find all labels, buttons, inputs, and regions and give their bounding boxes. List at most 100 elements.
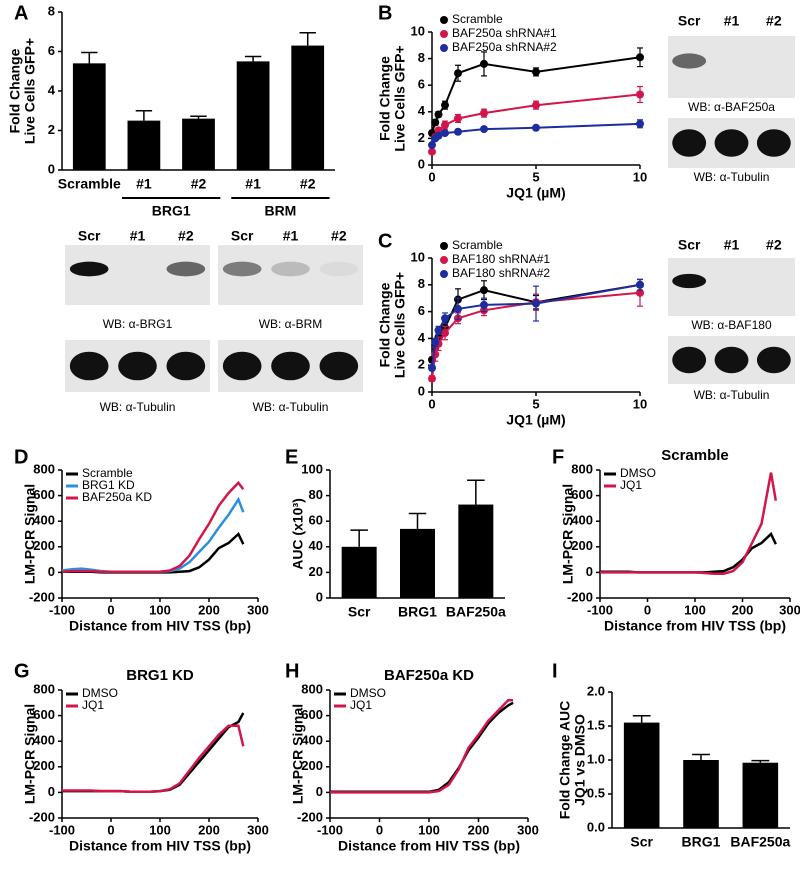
marker bbox=[532, 299, 540, 308]
blot-band bbox=[166, 261, 206, 277]
panel-label: D bbox=[14, 446, 28, 468]
blot-band bbox=[672, 129, 707, 157]
x-tick-label: #2 bbox=[300, 176, 316, 192]
y-axis-label: AUC (x10³) bbox=[290, 498, 306, 570]
x-tick-label: 0 bbox=[428, 169, 435, 184]
x-tick-label: 200 bbox=[468, 822, 490, 837]
y-tick-label: 80 bbox=[309, 487, 323, 502]
legend-label: JQ1 bbox=[82, 698, 104, 712]
blot-band bbox=[271, 261, 310, 277]
lane-label: Scr bbox=[78, 228, 101, 244]
y-tick-label: 60 bbox=[309, 513, 323, 528]
legend-label: Scramble bbox=[82, 466, 133, 480]
y-tick-label: 200 bbox=[33, 538, 55, 553]
x-axis-label: Distance from HIV TSS (bp) bbox=[69, 618, 251, 634]
blot-caption: WB: α-Tubulin bbox=[100, 400, 176, 414]
panel-label: H bbox=[285, 660, 299, 682]
y-tick-label: 0.0 bbox=[587, 819, 605, 834]
marker bbox=[428, 147, 436, 156]
x-tick-label: Scr bbox=[630, 834, 653, 850]
marker bbox=[532, 101, 540, 110]
lane-label: Scr bbox=[678, 13, 701, 29]
x-tick-label: 5 bbox=[532, 169, 539, 184]
legend-label: JQ1 bbox=[350, 698, 372, 712]
x-tick-label: Scramble bbox=[58, 176, 121, 192]
marker bbox=[636, 53, 644, 62]
bar bbox=[400, 528, 435, 598]
series-line bbox=[61, 480, 245, 574]
blot-band bbox=[672, 346, 707, 374]
blot-band bbox=[714, 129, 749, 157]
x-tick-label: -100 bbox=[49, 822, 75, 837]
blot-band bbox=[166, 351, 206, 381]
series-line bbox=[62, 531, 245, 574]
legend-label: Scramble bbox=[452, 12, 503, 26]
y-tick-label: 0 bbox=[418, 383, 425, 398]
blot-band bbox=[271, 351, 310, 381]
lane-label: #1 bbox=[130, 228, 146, 244]
legend-label: DMSO bbox=[350, 686, 386, 700]
y-tick-label: 1.0 bbox=[587, 751, 605, 766]
blot-band bbox=[672, 273, 707, 289]
legend-marker bbox=[440, 256, 448, 264]
x-tick-label: 0 bbox=[107, 602, 114, 617]
y-tick-label: 800 bbox=[33, 681, 55, 696]
x-tick-label: 0 bbox=[428, 396, 435, 411]
x-tick-label: Scr bbox=[348, 604, 371, 620]
bar bbox=[182, 118, 215, 170]
legend-label: JQ1 bbox=[620, 478, 642, 492]
y-tick-label: -200 bbox=[567, 589, 593, 604]
blot-caption: WB: α-BRM bbox=[259, 317, 323, 331]
x-tick-label: 200 bbox=[732, 602, 754, 617]
marker bbox=[441, 121, 449, 130]
x-tick-label: 300 bbox=[247, 602, 269, 617]
bar bbox=[127, 120, 161, 170]
y-axis-label: JQ1 vs DMSO bbox=[572, 714, 588, 806]
legend-label: Scramble bbox=[452, 238, 503, 252]
marker bbox=[454, 304, 462, 313]
bar bbox=[72, 63, 106, 170]
x-tick-label: #1 bbox=[136, 176, 152, 192]
legend-label: BAF180 shRNA#1 bbox=[452, 252, 550, 266]
chart-title: BAF250a KD bbox=[384, 667, 474, 684]
y-tick-label: -200 bbox=[29, 809, 55, 824]
y-tick-label: 0 bbox=[48, 564, 55, 579]
x-tick-label: 0 bbox=[107, 822, 114, 837]
y-tick-label: 1.5 bbox=[587, 717, 605, 732]
marker bbox=[480, 59, 488, 68]
blot-band bbox=[222, 351, 262, 381]
y-tick-label: -200 bbox=[297, 809, 323, 824]
blot-caption: WB: α-BRG1 bbox=[103, 317, 173, 331]
marker bbox=[636, 280, 644, 289]
panel-label: A bbox=[14, 2, 28, 24]
blot-band bbox=[672, 53, 707, 69]
blot-band bbox=[319, 261, 359, 277]
lane-label: #1 bbox=[283, 228, 299, 244]
group-label: BRG1 bbox=[152, 203, 191, 219]
blot-caption: WB: α-Tubulin bbox=[694, 170, 770, 184]
blot-caption: WB: α-BAF180 bbox=[691, 318, 772, 332]
marker bbox=[441, 101, 449, 110]
marker bbox=[434, 110, 443, 119]
bar bbox=[291, 45, 325, 171]
y-tick-label: 20 bbox=[309, 564, 323, 579]
chart-title: BRG1 KD bbox=[126, 667, 194, 684]
blot-band bbox=[756, 129, 791, 157]
x-tick-label: 300 bbox=[517, 822, 539, 837]
y-tick-label: 0.5 bbox=[587, 785, 605, 800]
marker bbox=[480, 300, 488, 309]
y-axis-label: Fold Change bbox=[377, 282, 393, 367]
lane-label: #1 bbox=[724, 13, 740, 29]
y-tick-label: 0 bbox=[418, 156, 425, 171]
legend-label: BAF180 shRNA#2 bbox=[452, 266, 550, 280]
lane-label: #2 bbox=[331, 228, 347, 244]
x-tick-label: 100 bbox=[418, 822, 440, 837]
x-tick-label: 10 bbox=[633, 396, 647, 411]
blot-caption: WB: α-Tubulin bbox=[253, 400, 329, 414]
legend-label: BRG1 KD bbox=[82, 478, 135, 492]
x-tick-label: 300 bbox=[779, 602, 800, 617]
x-tick-label: 100 bbox=[149, 602, 171, 617]
y-tick-label: 200 bbox=[33, 758, 55, 773]
y-tick-label: 8 bbox=[48, 3, 55, 18]
series-line bbox=[600, 472, 778, 575]
